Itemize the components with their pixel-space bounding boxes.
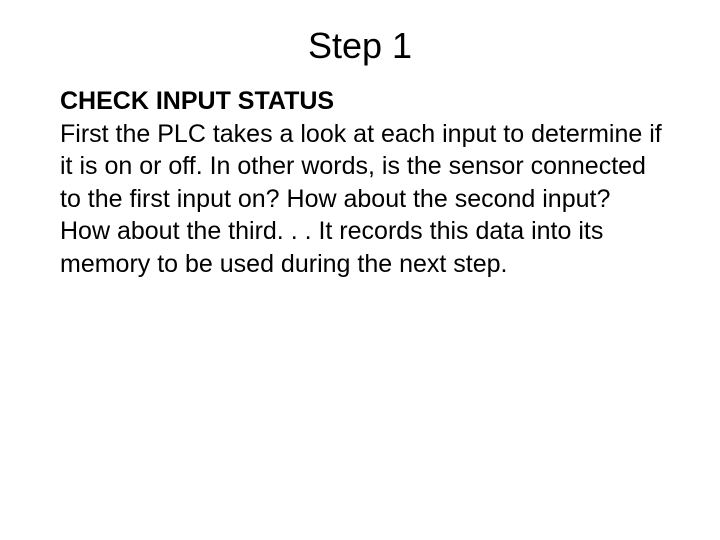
- slide-body-text: First the PLC takes a look at each input…: [60, 118, 665, 281]
- slide-container: Step 1 CHECK INPUT STATUS First the PLC …: [0, 0, 720, 540]
- content-area: CHECK INPUT STATUS First the PLC takes a…: [0, 85, 720, 280]
- slide-subheading: CHECK INPUT STATUS: [60, 85, 665, 118]
- slide-title: Step 1: [0, 25, 720, 67]
